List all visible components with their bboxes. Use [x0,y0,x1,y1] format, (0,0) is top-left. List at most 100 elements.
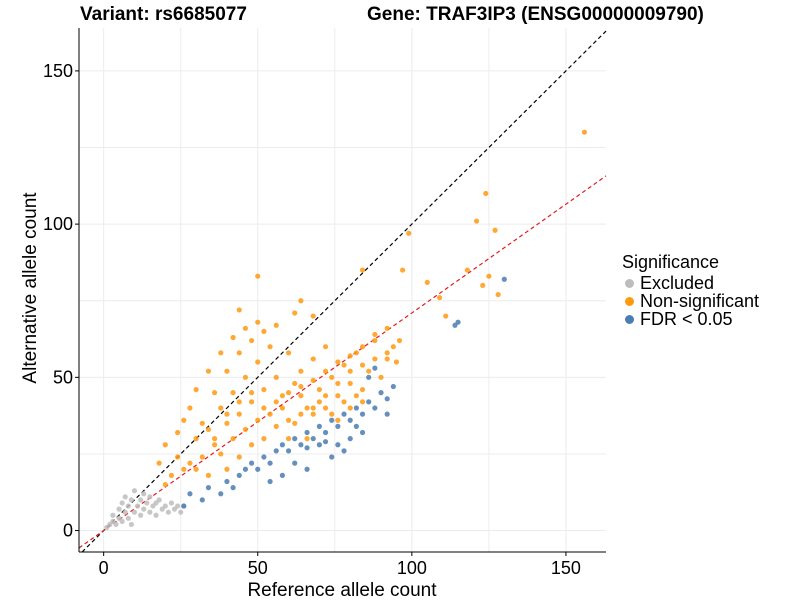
point-non-significant [495,291,501,298]
point-non-significant [255,359,261,365]
point-non-significant [298,368,304,374]
point-non-significant [193,466,199,472]
point-excluded [156,497,162,503]
point-non-significant [322,344,329,350]
point-excluded [175,503,181,509]
point-fdr-0-05 [329,417,335,423]
legend-swatch [625,314,634,324]
point-excluded [153,512,159,518]
y-axis-label: Alternative allele count [20,192,41,384]
point-non-significant [464,267,470,273]
point-non-significant [492,227,498,233]
x-axis-label: Reference allele count [247,580,437,600]
point-fdr-0-05 [359,429,366,436]
point-fdr-0-05 [273,448,279,454]
point-non-significant [372,356,378,362]
point-fdr-0-05 [455,319,461,325]
point-non-significant [236,350,242,356]
point-fdr-0-05 [285,448,292,454]
legend: Significance Excluded Non-significant FDR … [622,252,759,329]
point-non-significant [242,426,249,433]
point-excluded [131,509,138,515]
point-non-significant [359,267,366,273]
point-non-significant [353,350,359,356]
point-fdr-0-05 [372,365,378,371]
point-non-significant [329,411,335,417]
legend-label: Excluded [640,272,715,293]
point-non-significant [236,454,242,460]
point-non-significant [292,380,298,387]
point-non-significant [384,350,390,356]
reference-lines [78,30,607,553]
point-fdr-0-05 [267,478,273,485]
chart-title-gene: Gene: TRAF3IP3 (ENSG00000009790) [367,4,704,25]
point-non-significant [205,426,212,433]
point-non-significant [285,350,292,356]
x-tick-label: 100 [397,558,427,578]
point-fdr-0-05 [304,429,310,436]
point-non-significant [224,368,230,374]
point-fdr-0-05 [255,466,261,472]
point-fdr-0-05 [298,442,304,448]
point-non-significant [236,399,242,405]
point-non-significant [205,368,212,374]
point-fdr-0-05 [372,405,378,411]
point-non-significant [304,436,310,442]
point-non-significant [390,344,396,350]
point-fdr-0-05 [199,497,205,503]
data-points [104,129,588,531]
point-excluded [147,509,153,515]
point-non-significant [359,344,366,350]
point-non-significant [187,460,193,466]
point-non-significant [396,337,403,344]
point-excluded [141,506,147,512]
legend-item: Non-significant [622,291,759,311]
point-excluded [125,503,131,509]
point-non-significant [273,374,279,380]
point-fdr-0-05 [218,491,224,497]
point-non-significant [248,399,255,405]
point-fdr-0-05 [347,417,353,423]
point-fdr-0-05 [230,485,236,491]
point-non-significant [393,359,400,365]
y-tick-label: 50 [53,367,73,387]
point-non-significant [193,386,199,393]
point-non-significant [255,319,261,325]
point-non-significant [359,399,366,405]
point-non-significant [310,411,316,417]
point-non-significant [261,386,267,393]
point-excluded [128,521,134,528]
point-non-significant [329,374,335,380]
point-fdr-0-05 [242,466,249,472]
point-non-significant [248,442,255,448]
point-non-significant [473,218,480,224]
point-non-significant [181,466,187,472]
grid-lines [79,28,606,552]
point-fdr-0-05 [384,411,390,417]
point-fdr-0-05 [304,466,310,472]
point-fdr-0-05 [292,460,298,466]
point-non-significant [212,436,218,442]
point-non-significant [267,411,273,417]
point-non-significant [298,298,304,304]
point-fdr-0-05 [261,454,267,460]
point-non-significant [304,405,310,411]
point-fdr-0-05 [310,436,316,442]
point-non-significant [335,359,341,365]
point-excluded [125,515,131,521]
chart-title-variant: Variant: rs6685077 [80,4,247,25]
point-non-significant [335,393,341,399]
point-fdr-0-05 [384,396,390,402]
point-non-significant [322,368,329,374]
point-excluded [134,503,141,509]
point-fdr-0-05 [248,460,255,466]
point-fdr-0-05 [366,399,372,405]
point-non-significant [424,279,430,285]
point-non-significant [224,411,230,417]
point-non-significant [341,399,347,405]
point-excluded [178,509,184,515]
legend-item: FDR < 0.05 [622,309,759,329]
point-excluded [128,497,134,503]
point-excluded [147,494,153,500]
